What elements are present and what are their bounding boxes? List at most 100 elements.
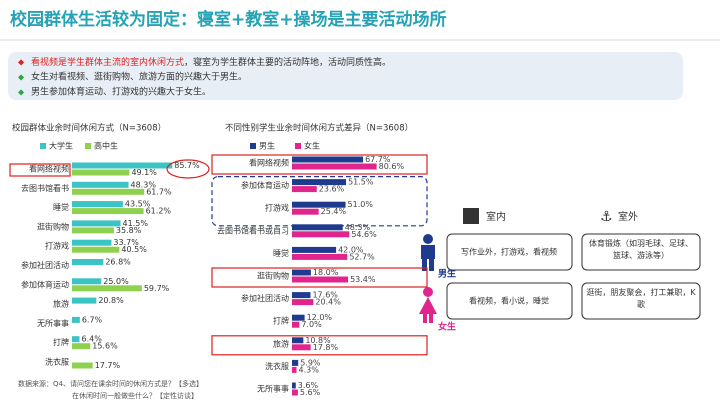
bar xyxy=(72,169,130,176)
category-label: 逛街购物 xyxy=(257,271,289,281)
value-label: 25.4% xyxy=(321,207,347,216)
bar xyxy=(292,269,311,276)
legend-label: 男生 xyxy=(259,141,275,151)
value-label: 67.7% xyxy=(365,155,391,164)
highlight-dashed xyxy=(211,176,428,227)
bar xyxy=(72,246,120,253)
panel-text: 看视频，看小说，睡觉 xyxy=(469,296,549,306)
panel-box xyxy=(446,233,573,271)
bar xyxy=(72,259,104,265)
bar xyxy=(292,201,346,208)
value-label: 54.6% xyxy=(351,230,377,239)
indoor-label: 室内 xyxy=(486,210,506,223)
bar xyxy=(72,316,80,323)
value-label: 6.4% xyxy=(81,335,102,344)
highlight-box xyxy=(211,267,428,288)
bar xyxy=(292,208,319,215)
category-label: 打游戏 xyxy=(265,203,289,213)
value-label: 20.8% xyxy=(98,296,124,305)
category-label: 打牌 xyxy=(53,337,69,347)
bar xyxy=(292,246,337,253)
category-label: 看网络视频 xyxy=(249,158,289,168)
category-label: 打游戏 xyxy=(45,241,69,251)
category-label: 打牌 xyxy=(273,316,289,326)
panel-text-wrap: 逛街，朋友聚会，打工兼职，K歌 xyxy=(586,288,695,309)
category-label: 洗衣服 xyxy=(45,357,69,367)
legend-swatch xyxy=(295,143,301,149)
panel-text: 体育锻炼（如羽毛球、足球、篮球、游泳等） xyxy=(589,239,693,260)
female-label: 女生 xyxy=(438,321,456,333)
highlight-box xyxy=(211,154,428,175)
category-label: 无所事事 xyxy=(257,384,289,394)
category-label: 去图书馆看书或自习 xyxy=(217,225,289,235)
bar xyxy=(72,201,123,208)
legend-label: 大学生 xyxy=(49,141,73,151)
bar xyxy=(292,321,300,328)
female-icon xyxy=(419,287,437,323)
bullet-highlight: 看视频是学生群体主流的室内休闲方式 xyxy=(31,56,184,68)
value-label: 43.5% xyxy=(125,200,151,209)
bullet-1: ◆ 看视频是学生群体主流的室内休闲方式，寝室为学生群体主要的活动阵地，活动同质性… xyxy=(18,56,391,68)
value-label: 61.7% xyxy=(146,187,172,196)
category-label: 旅游 xyxy=(53,299,69,309)
category-label: 洗衣服 xyxy=(265,361,289,371)
panel-box xyxy=(446,282,573,320)
category-label: 逛街购物 xyxy=(37,221,69,231)
bar xyxy=(72,162,173,169)
bullet-mark: ◆ xyxy=(18,58,25,67)
bar xyxy=(292,299,314,306)
category-label: 无所事事 xyxy=(37,318,69,328)
bar xyxy=(72,278,102,285)
indoor-icon xyxy=(463,208,479,224)
value-label: 51.5% xyxy=(348,178,374,187)
value-label: 17.6% xyxy=(312,291,338,300)
category-label: 参加体育运动 xyxy=(241,180,289,190)
bar xyxy=(292,344,311,351)
value-label: 53.4% xyxy=(350,275,376,284)
bar xyxy=(292,253,348,260)
highlight-box xyxy=(9,163,71,177)
value-label: 33.7% xyxy=(113,238,139,247)
bar xyxy=(72,220,121,227)
category-label: 睡觉 xyxy=(53,202,69,212)
value-label: 48.3% xyxy=(131,180,157,189)
bullet-mark: ◆ xyxy=(18,88,25,97)
bar xyxy=(72,239,112,246)
slide-title: 校园群体生活较为固定：寝室+教室+操场是主要活动场所 xyxy=(10,9,447,30)
value-label: 42.0% xyxy=(338,245,364,254)
value-label: 48.3% xyxy=(345,223,371,232)
bar xyxy=(292,186,317,193)
value-label: 85.7% xyxy=(174,161,200,170)
panel: 室内 ⚓ 室外 男生 女生 写作业外，打游戏，看视频 体育锻炼（如羽毛球、足球、… xyxy=(419,208,701,333)
legend-swatch xyxy=(85,143,91,149)
male-icon xyxy=(421,234,435,271)
bar xyxy=(292,382,296,389)
value-label: 6.7% xyxy=(82,315,103,324)
bar xyxy=(292,179,347,186)
value-label: 10.8% xyxy=(305,336,331,345)
chart-title: 校园群体业余时间休闲方式（N=3608） xyxy=(12,123,166,134)
panel-box xyxy=(581,233,701,271)
value-label: 61.2% xyxy=(146,207,172,216)
panel-text: 写作业外，打游戏，看视频 xyxy=(461,247,557,257)
bar xyxy=(72,336,80,343)
value-label: 5.6% xyxy=(300,388,321,397)
bar xyxy=(292,366,297,373)
bar xyxy=(292,337,304,344)
highlight-ellipse xyxy=(166,159,210,179)
value-label: 26.8% xyxy=(105,258,131,267)
value-label: 23.6% xyxy=(319,185,345,194)
value-label: 41.5% xyxy=(123,219,149,228)
value-label: 18.0% xyxy=(313,268,339,277)
bar xyxy=(292,156,364,163)
source: 在休闲时间一般做些什么？【定性访谈】 xyxy=(72,391,198,400)
outdoor-icon: ⚓ xyxy=(600,209,613,225)
legend-swatch xyxy=(40,143,46,149)
bar xyxy=(72,285,142,292)
chart-title: 不同性别学生业余时间休闲方式差异（N=3608） xyxy=(225,123,413,134)
bar xyxy=(292,231,350,238)
category-label: 参加体育运动 xyxy=(21,279,69,289)
bullet-rest: ，寝室为学生群体主要的活动阵地，活动同质性高。 xyxy=(184,56,391,68)
category-label: 参加社团活动 xyxy=(21,260,69,270)
legend-label: 高中生 xyxy=(94,141,118,151)
